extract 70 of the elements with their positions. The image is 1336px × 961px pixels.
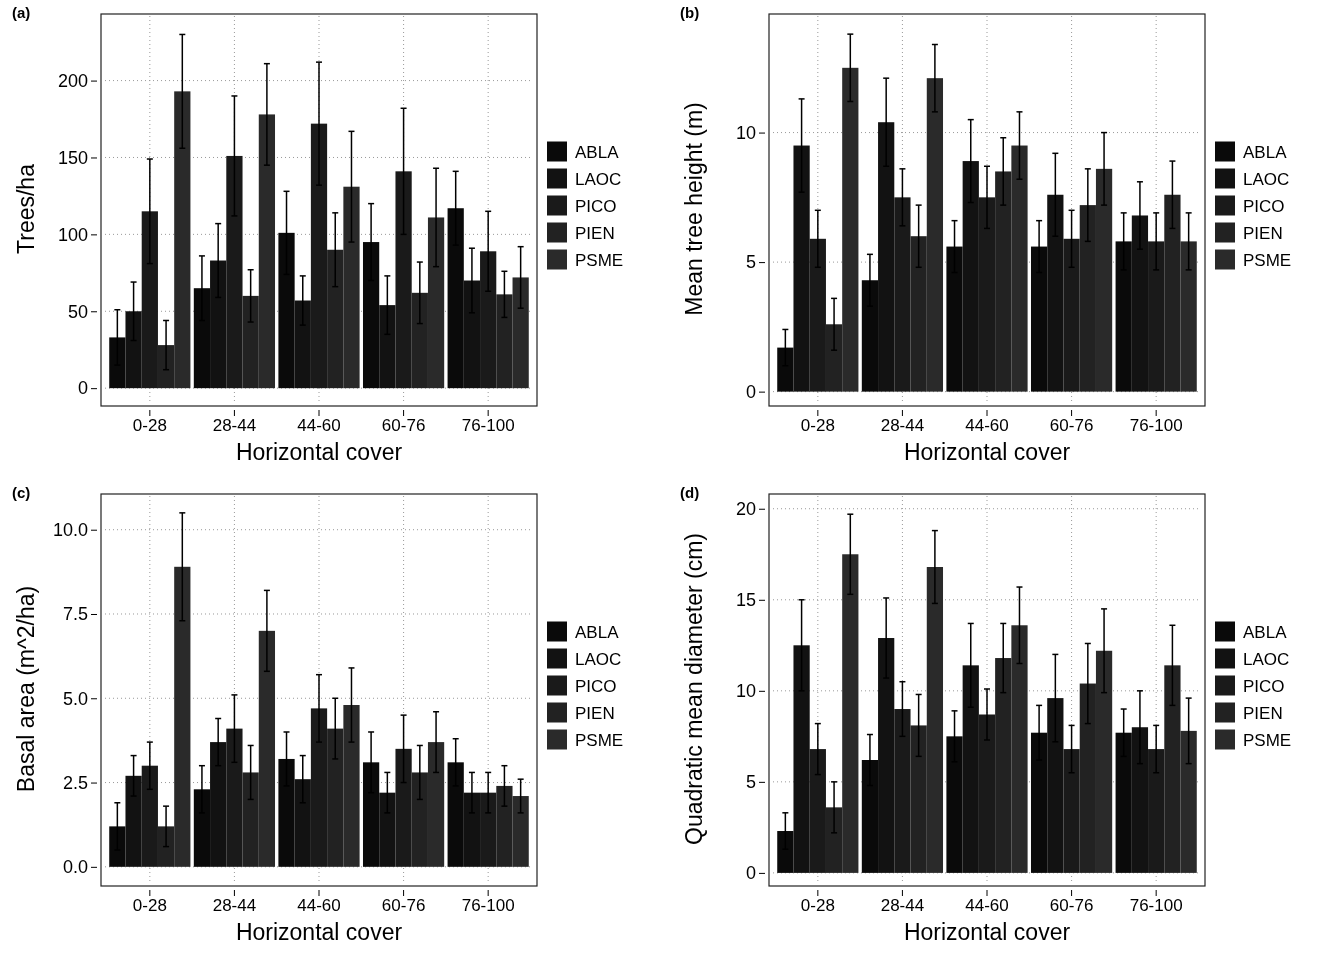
legend-label: ABLA bbox=[1243, 622, 1288, 642]
x-tick-label: 44-60 bbox=[965, 896, 1009, 916]
y-tick-label: 200 bbox=[57, 70, 88, 91]
legend-label: PIEN bbox=[1243, 703, 1283, 723]
y-tick-label: 5 bbox=[745, 252, 756, 273]
legend-label: LAOC bbox=[1243, 169, 1290, 189]
x-tick-label: 76-100 bbox=[1129, 416, 1183, 436]
x-tick-label: 60-76 bbox=[381, 896, 426, 916]
y-tick-label: 5.0 bbox=[62, 688, 88, 709]
x-tick-label: 0-28 bbox=[132, 896, 167, 916]
legend-label: PSME bbox=[1243, 250, 1292, 270]
x-tick-label: 28-44 bbox=[880, 416, 925, 436]
x-tick-label: 44-60 bbox=[297, 896, 341, 916]
y-tick-label: 2.5 bbox=[62, 772, 88, 793]
y-tick-label: 150 bbox=[57, 147, 88, 168]
y-axis-title: Trees/ha bbox=[13, 163, 39, 254]
legend-label: ABLA bbox=[575, 622, 620, 642]
legend-label: PICO bbox=[1243, 676, 1285, 696]
y-tick-label: 20 bbox=[735, 499, 756, 520]
x-axis-title: Horizontal cover bbox=[235, 439, 403, 465]
legend-label: PICO bbox=[1243, 196, 1285, 216]
legend-label: PSME bbox=[575, 730, 624, 750]
x-tick-label: 76-100 bbox=[1129, 896, 1183, 916]
legend-label: LAOC bbox=[1243, 649, 1290, 669]
legend-label: PICO bbox=[575, 676, 617, 696]
y-tick-label: 10.0 bbox=[52, 519, 88, 540]
x-tick-label: 0-28 bbox=[132, 416, 167, 436]
chart-title: (b) bbox=[680, 4, 700, 21]
x-tick-label: 76-100 bbox=[461, 896, 515, 916]
legend-label: LAOC bbox=[575, 649, 622, 669]
x-tick-label: 44-60 bbox=[297, 416, 341, 436]
y-axis-title: Mean tree height (m) bbox=[681, 102, 707, 316]
y-tick-label: 0 bbox=[745, 863, 756, 884]
x-tick-label: 28-44 bbox=[880, 896, 925, 916]
legend-label: PSME bbox=[1243, 730, 1292, 750]
y-tick-label: 10 bbox=[735, 681, 756, 702]
legend-label: PIEN bbox=[575, 703, 615, 723]
y-tick-label: 50 bbox=[67, 301, 88, 322]
y-tick-label: 0.0 bbox=[62, 857, 88, 878]
y-tick-label: 15 bbox=[735, 590, 756, 611]
legend-label: ABLA bbox=[1243, 142, 1288, 162]
x-tick-label: 76-100 bbox=[461, 416, 515, 436]
x-axis-title: Horizontal cover bbox=[903, 919, 1071, 945]
y-tick-label: 0 bbox=[745, 381, 756, 402]
legend-label: PIEN bbox=[575, 223, 615, 243]
x-tick-label: 44-60 bbox=[965, 416, 1009, 436]
y-tick-label: 10 bbox=[735, 122, 756, 143]
x-tick-label: 28-44 bbox=[212, 416, 257, 436]
chart-title: (c) bbox=[12, 484, 31, 501]
legend-label: PIEN bbox=[1243, 223, 1283, 243]
x-axis-title: Horizontal cover bbox=[903, 439, 1071, 465]
chart-title: (a) bbox=[12, 4, 31, 21]
y-axis-title: Basal area (m^2/ha) bbox=[13, 585, 39, 793]
x-tick-label: 28-44 bbox=[212, 896, 257, 916]
x-axis-title: Horizontal cover bbox=[235, 919, 403, 945]
y-tick-label: 5 bbox=[745, 772, 756, 793]
legend-label: LAOC bbox=[575, 169, 622, 189]
y-axis-title: Quadratic mean diameter (cm) bbox=[681, 533, 707, 845]
legend-label: ABLA bbox=[575, 142, 620, 162]
legend-label: PSME bbox=[575, 250, 624, 270]
x-tick-label: 0-28 bbox=[800, 416, 835, 436]
y-tick-label: 100 bbox=[57, 224, 88, 245]
x-tick-label: 60-76 bbox=[1049, 416, 1094, 436]
y-tick-label: 0 bbox=[77, 378, 88, 399]
legend-label: PICO bbox=[575, 196, 617, 216]
x-tick-label: 60-76 bbox=[381, 416, 426, 436]
chart-title: (d) bbox=[680, 484, 700, 501]
x-tick-label: 60-76 bbox=[1049, 896, 1094, 916]
y-tick-label: 7.5 bbox=[62, 604, 88, 625]
x-tick-label: 0-28 bbox=[800, 896, 835, 916]
